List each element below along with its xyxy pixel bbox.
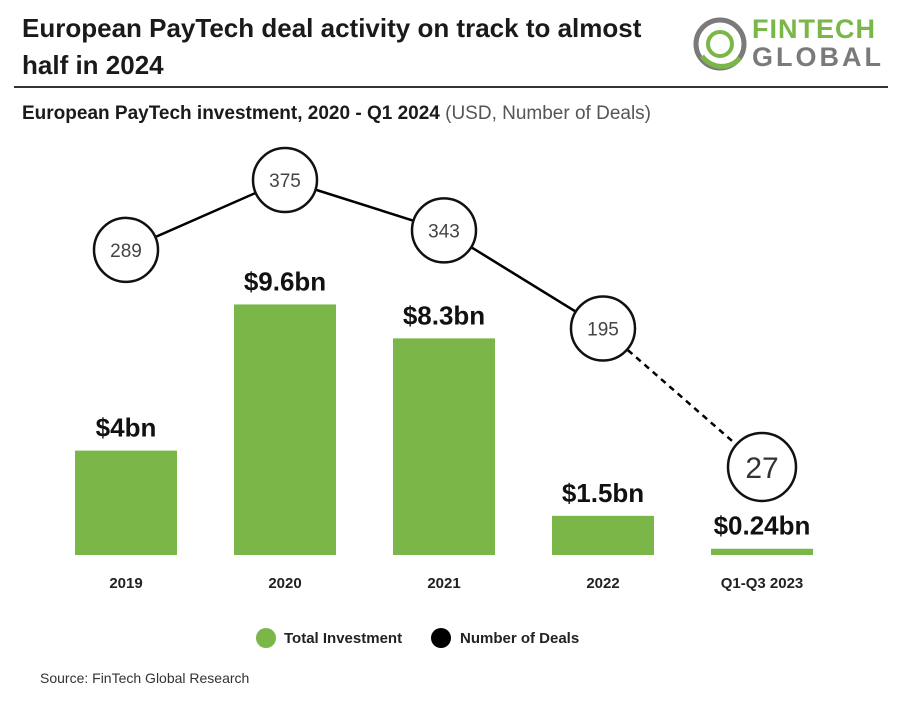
legend-swatch-investment [256,628,276,648]
bar-3 [552,515,654,555]
deals-label-4: 27 [745,452,778,485]
category-label-0: 2019 [109,575,142,592]
bar-1 [234,304,336,555]
deals-point-0 [92,216,160,284]
deals-label-1: 375 [269,171,301,192]
category-label-3: 2022 [586,575,619,592]
source-note: Source: FinTech Global Research [40,670,250,686]
category-label-1: 2020 [268,575,301,592]
bar-label-3: $1.5bn [562,478,644,508]
deals-point-3 [569,295,637,362]
legend-label-investment: Total Investment [284,630,402,647]
page-title: European PayTech deal activity on track … [22,13,642,80]
deals-label-3: 195 [587,319,619,340]
deals-line-segment-3 [602,327,763,468]
deals-label-2: 343 [428,221,460,242]
bar-2 [393,338,495,555]
bar-label-1: $9.6bn [244,266,326,296]
bar-label-4: $0.24bn [714,511,811,541]
bar-0 [75,450,177,555]
deals-label-0: 289 [110,241,142,262]
logo-ring-icon [693,17,747,71]
fintech-global-logo: FINTECH GLOBAL [690,12,886,76]
logo-text-global: GLOBAL [752,42,884,72]
legend-swatch-deals [431,628,451,648]
category-label-4: Q1-Q3 2023 [721,575,804,592]
bar-label-0: $4bn [96,413,157,443]
bar-label-2: $8.3bn [403,300,485,330]
deals-point-1 [251,146,319,214]
chart-subtitle: European PayTech investment, 2020 - Q1 2… [22,103,651,125]
legend-label-deals: Number of Deals [460,630,579,647]
header-divider [14,86,888,88]
deals-point-4 [726,431,798,503]
bar-4 [711,548,813,555]
logo-text-fintech: FINTECH [752,14,876,44]
subtitle-units: (USD, Number of Deals) [445,103,652,124]
subtitle-main: European PayTech investment, 2020 - Q1 2… [22,103,440,124]
deals-point-2 [410,197,478,264]
category-label-2: 2021 [427,575,460,592]
